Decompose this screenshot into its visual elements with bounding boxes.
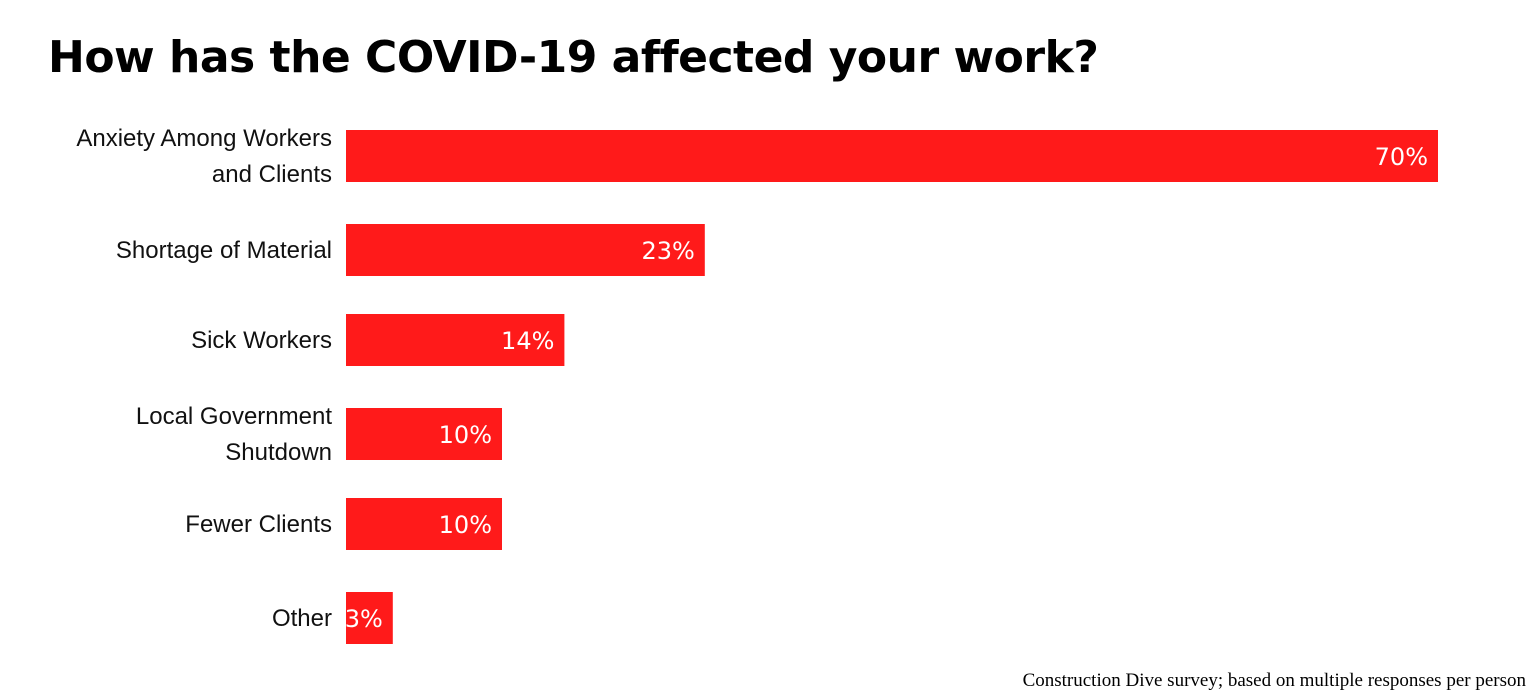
bar-value-label: 23%	[641, 237, 694, 265]
labels-layer: 70% Anxiety Among Workers and Clients 23% Sh…	[76, 125, 1428, 633]
bar	[346, 224, 705, 276]
bar-value-label: 10%	[439, 511, 492, 539]
bar	[346, 408, 502, 460]
category-label: Sick Workers	[191, 327, 332, 354]
bar-value-label: 70%	[1375, 143, 1428, 171]
source-note: Construction Dive survey; based on multi…	[1022, 670, 1526, 691]
category-label: Fewer Clients	[185, 511, 332, 538]
bar	[346, 498, 502, 550]
category-label: Anxiety Among Workers	[76, 125, 332, 152]
bar-value-label: 10%	[439, 421, 492, 449]
bars-layer	[346, 130, 1438, 644]
chart-title: How has the COVID-19 affected your work?	[48, 32, 1099, 83]
category-label: and Clients	[212, 161, 332, 188]
category-label: Shutdown	[225, 439, 332, 466]
bar	[346, 130, 1438, 182]
bar-value-label: 14%	[501, 327, 554, 355]
bar-value-label: 3%	[345, 605, 383, 633]
bar	[346, 592, 393, 644]
category-label: Shortage of Material	[116, 237, 332, 264]
category-label: Local Government	[136, 403, 332, 430]
category-label: Other	[272, 605, 332, 632]
bar	[346, 314, 565, 366]
